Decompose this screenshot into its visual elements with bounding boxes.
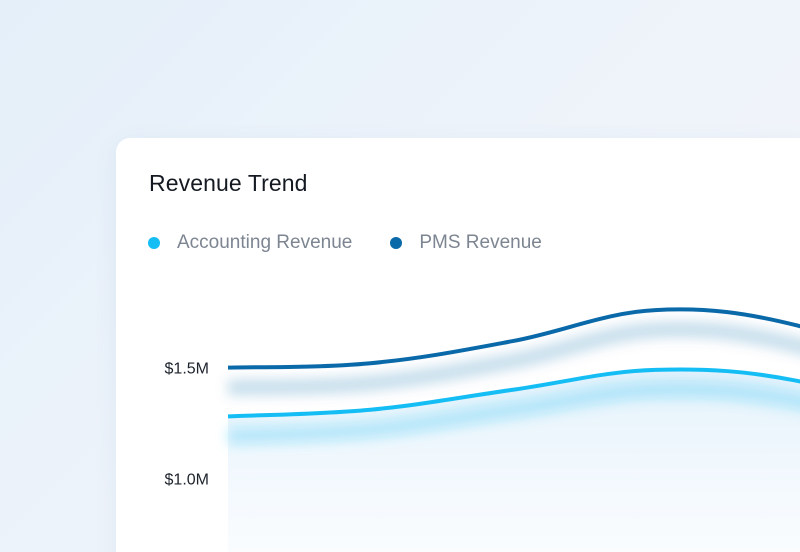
area-fill — [228, 369, 800, 552]
legend-item-accounting[interactable]: Accounting Revenue — [148, 232, 352, 254]
y-tick-label: $1.5M — [165, 361, 209, 378]
legend-label-pms: PMS Revenue — [419, 232, 542, 253]
series-glow-pms-revenue — [227, 321, 800, 396]
legend-label-accounting: Accounting Revenue — [177, 232, 353, 253]
revenue-trend-card: Revenue Trend Accounting Revenue PMS Rev… — [116, 138, 800, 552]
series-line-accounting-revenue[interactable] — [227, 367, 800, 425]
legend-dot-accounting — [148, 237, 160, 249]
line-chart: $1.5M $1.0M — [165, 307, 800, 552]
legend-dot-pms — [390, 237, 403, 249]
chart-legend: Accounting Revenue PMS Revenue — [148, 232, 580, 254]
chart-title: Revenue Trend — [149, 170, 308, 196]
plot-area — [227, 307, 800, 552]
series-line-pms-revenue[interactable] — [227, 307, 800, 381]
legend-item-pms[interactable]: PMS Revenue — [390, 232, 542, 254]
y-axis: $1.5M $1.0M — [165, 361, 209, 489]
series-glow-accounting-revenue — [227, 381, 800, 445]
y-tick-label: $1.0M — [165, 471, 209, 488]
